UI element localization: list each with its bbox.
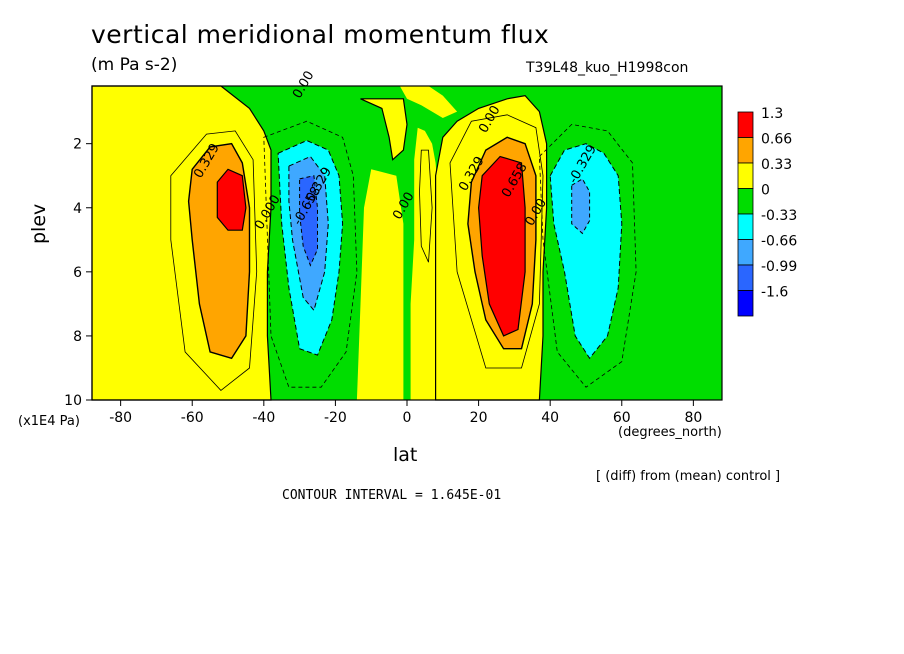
- x-tick-label: 20: [470, 410, 488, 426]
- filled-contour-field: [91, 85, 722, 401]
- y-tick-label: 4: [73, 201, 82, 217]
- x-tick-label: 80: [684, 410, 702, 426]
- x-tick-label: 60: [613, 410, 631, 426]
- region-equator-positive-b: [356, 169, 404, 400]
- region-sh-red: [216, 168, 247, 231]
- run-label: T39L48_kuo_H1998con: [526, 60, 689, 76]
- region-nh-red: [477, 155, 526, 337]
- difference-note: [ (diff) from (mean) control ]: [596, 469, 781, 484]
- legend-swatch: [737, 137, 754, 164]
- legend-label: 0.33: [761, 157, 792, 173]
- region-nh-blue: [571, 178, 591, 235]
- contour-line: [170, 130, 258, 391]
- legend-swatch: [737, 264, 754, 291]
- chart-title: vertical meridional momentum flux: [91, 20, 550, 49]
- legend-label: 0: [761, 183, 770, 199]
- legend-label: -1.6: [761, 285, 788, 301]
- y-tick-label: 2: [73, 137, 82, 153]
- x-ticks: -80 -60 -40 -20 0 20 40 60 80: [109, 400, 702, 426]
- legend-label: -0.99: [761, 259, 797, 275]
- x-axis-label: lat: [393, 444, 418, 466]
- contour-line: [449, 114, 544, 369]
- region-nh-cyan: [549, 143, 623, 360]
- legend-label: -0.66: [761, 234, 797, 250]
- legend-swatch: [737, 162, 754, 189]
- legend-swatch: [737, 239, 754, 266]
- legend-swatch: [737, 290, 754, 317]
- region-sh-deep-blue: [299, 175, 318, 267]
- x-tick-label: 40: [541, 410, 559, 426]
- legend-swatch: [737, 188, 754, 215]
- x-axis-unit: (degrees_north): [618, 425, 722, 440]
- plot-frame: [91, 85, 723, 401]
- x-tick-label: -20: [324, 410, 347, 426]
- chart-units: (m Pa s-2): [91, 55, 178, 75]
- x-tick-label: -60: [181, 410, 204, 426]
- x-tick-label: 0: [403, 410, 412, 426]
- legend-label: 1.3: [761, 106, 783, 122]
- y-tick-label: 10: [64, 393, 82, 409]
- contour-interval-text: CONTOUR INTERVAL = 1.645E-01: [282, 488, 502, 503]
- contour-line: [263, 120, 358, 388]
- y-tick-label: 6: [73, 265, 82, 281]
- legend-label: 0.66: [761, 132, 792, 148]
- legend-swatch: [737, 213, 754, 240]
- y-ticks: 2 4 6 8 10: [64, 137, 92, 409]
- legend-swatch: [737, 111, 754, 138]
- contour-line: [538, 123, 637, 388]
- region-equator-positive-c: [410, 127, 440, 400]
- y-tick-label: 8: [73, 329, 82, 345]
- legend-label: -0.33: [761, 208, 797, 224]
- region-nh-top-positive: [399, 86, 458, 118]
- x-tick-label: -40: [252, 410, 275, 426]
- region-equator-positive-a: [360, 98, 408, 161]
- color-legend: 1.3 0.66 0.33 0 -0.33 -0.66 -0.99 -1.6: [737, 106, 797, 317]
- x-tick-label: -80: [109, 410, 132, 426]
- y-axis-unit: (x1E4 Pa): [18, 414, 80, 429]
- contour-line: [419, 149, 433, 263]
